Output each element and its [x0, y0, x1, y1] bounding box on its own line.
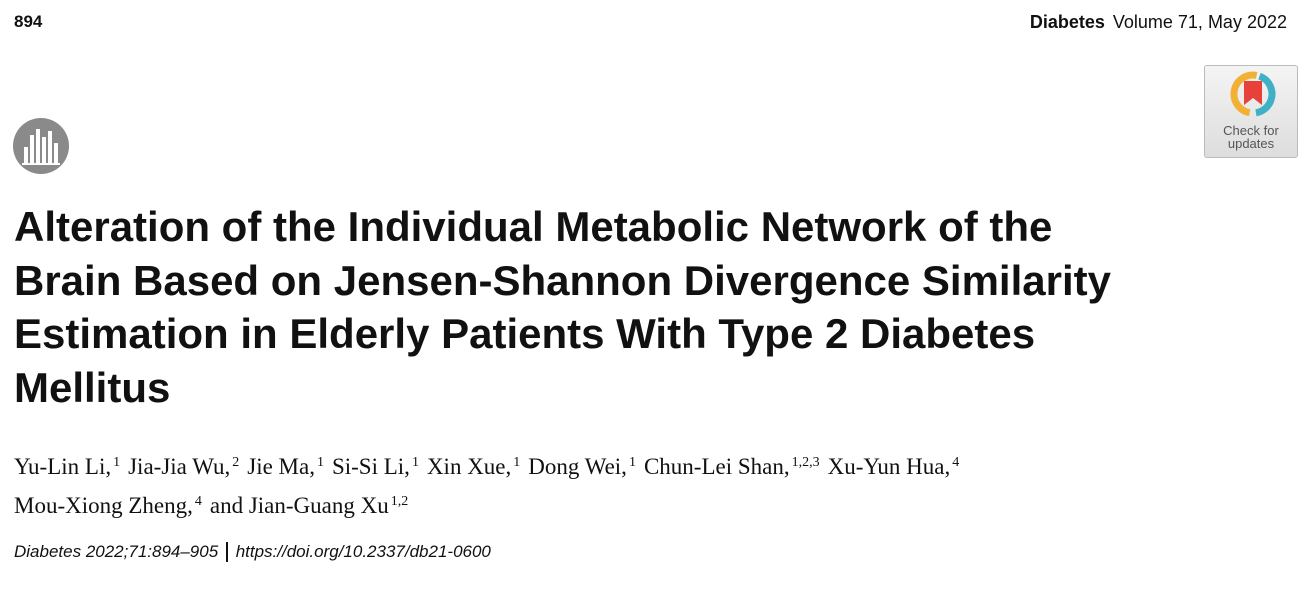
author-name: Jia-Jia Wu,	[128, 454, 231, 479]
badge-line: Check for	[1223, 123, 1279, 138]
affiliation: 1,2	[390, 494, 409, 509]
journal-info: Diabetes Volume 71, May 2022	[1030, 12, 1287, 33]
affiliation: 1	[113, 455, 121, 470]
affiliation: 1,2,3	[791, 455, 820, 470]
affiliation: 1	[411, 455, 419, 470]
author: Dong Wei, 1	[528, 454, 636, 479]
affiliation: 4	[952, 455, 960, 470]
badge-text: Check for updates	[1205, 124, 1297, 150]
author-name: Si-Si Li,	[331, 454, 410, 479]
affiliation: 1	[513, 455, 521, 470]
author-name: Chun-Lei Shan,	[643, 454, 790, 479]
author-name: Jie Ma,	[247, 454, 315, 479]
author: Jie Ma, 1	[247, 454, 324, 479]
issue: Volume 71, May 2022	[1112, 12, 1287, 32]
author: Chun-Lei Shan, 1,2,3	[644, 454, 820, 479]
author-name: Xu-Yun Hua,	[827, 454, 951, 479]
author-name: Dong Wei,	[528, 454, 627, 479]
title-line: Alteration of the Individual Metabolic N…	[14, 203, 1053, 250]
journal-name: Diabetes	[1029, 12, 1105, 32]
badge-line: updates	[1227, 136, 1275, 151]
article-title: Alteration of the Individual Metabolic N…	[14, 200, 1111, 414]
author-line: Mou-Xiong Zheng, 4 and Jian-Guang Xu 1,2	[14, 484, 967, 523]
citation: Diabetes 2022;71:894–905 https://doi.org/…	[14, 542, 491, 562]
affiliation: 1	[316, 455, 324, 470]
doi[interactable]: https://doi.org/10.2337/db21-0600	[235, 542, 491, 561]
reference: Diabetes 2022;71:894–905	[14, 542, 219, 561]
author-name: and Jian-Guang Xu	[209, 493, 389, 518]
author: and Jian-Guang Xu 1,2	[210, 493, 408, 518]
author-name: Xin Xue,	[426, 454, 512, 479]
author-name: Yu-Lin Li,	[14, 454, 112, 479]
affiliation: 4	[194, 494, 202, 509]
author: Si-Si Li, 1	[332, 454, 419, 479]
title-line: Estimation in Elderly Patients With Type…	[14, 310, 1036, 357]
author-list: Yu-Lin Li, 1 Jia-Jia Wu, 2 Jie Ma, 1 Si-Si Li,…	[14, 445, 967, 523]
author: Xin Xue, 1	[427, 454, 520, 479]
author-line: Yu-Lin Li, 1 Jia-Jia Wu, 2 Jie Ma, 1 Si-Si Li,…	[14, 445, 967, 484]
journal-logo	[13, 118, 69, 174]
badge-icon	[1230, 71, 1276, 117]
check-updates-badge[interactable]: Check for updates	[1204, 65, 1298, 158]
separator	[226, 542, 228, 562]
title-line: Brain Based on Jensen-Shannon Divergence…	[14, 256, 1111, 304]
author-name: Mou-Xiong Zheng,	[14, 493, 193, 518]
affiliation: 1	[628, 455, 636, 470]
author: Mou-Xiong Zheng, 4	[14, 493, 202, 518]
page-number: 894	[14, 12, 43, 31]
author: Yu-Lin Li, 1	[14, 454, 120, 479]
title-line: Mellitus	[14, 363, 171, 411]
author: Jia-Jia Wu, 2	[128, 454, 239, 479]
author: Xu-Yun Hua, 4	[828, 454, 960, 479]
affiliation: 2	[232, 455, 240, 470]
